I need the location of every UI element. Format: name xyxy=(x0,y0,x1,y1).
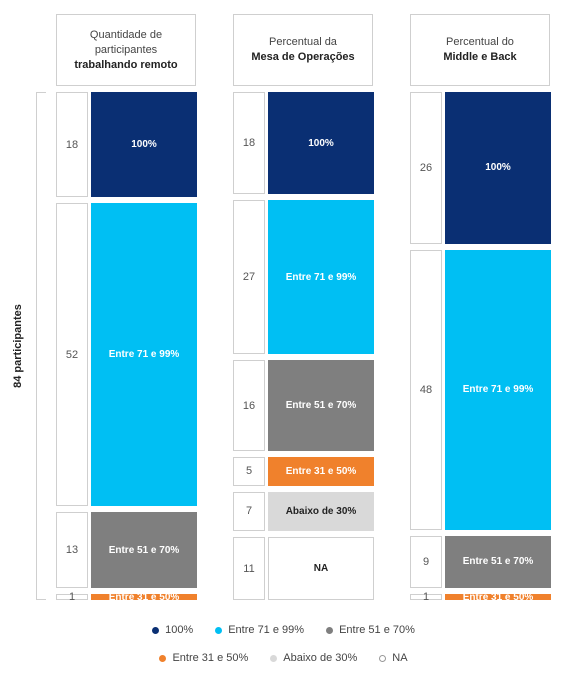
segment-label: Entre 31 e 50% xyxy=(285,465,357,477)
column-header-text: Quantidade de xyxy=(89,28,163,41)
legend-item: Entre 51 e 70% xyxy=(326,624,415,636)
bar-segment: 100% xyxy=(445,92,551,244)
count-label: 16 xyxy=(233,360,265,452)
bar-segment: NA xyxy=(268,537,374,600)
bar-segment: Entre 31 e 50% xyxy=(268,457,374,486)
segment-label: 100% xyxy=(131,139,157,150)
count-label: 7 xyxy=(233,491,265,532)
column-header-1: Quantidade de participantes trabalhando re… xyxy=(56,14,196,86)
segment-label: Abaixo de 30% xyxy=(285,505,357,517)
legend-label: Entre 51 e 70% xyxy=(339,624,415,636)
legend-item: NA xyxy=(379,652,408,664)
bar-segment: Entre 51 e 70% xyxy=(445,535,551,589)
bar-segment: Entre 31 e 50% xyxy=(91,591,197,603)
bar-segment: Entre 51 e 70% xyxy=(91,512,197,589)
column-header-bold: trabalhando remoto xyxy=(74,58,178,71)
bar-segment: 100% xyxy=(91,92,197,197)
count-label: 27 xyxy=(233,200,265,355)
segment-label: Entre 31 e 50% xyxy=(108,591,180,603)
count-label: 5 xyxy=(233,457,265,486)
column-header-text: participantes xyxy=(94,43,158,56)
segment-label: NA xyxy=(313,563,329,575)
bar-segment: Abaixo de 30% xyxy=(268,491,374,532)
count-label: 52 xyxy=(56,203,88,507)
total-participants-label: 84 participantes xyxy=(12,304,24,388)
column-header-2: Percentual da Mesa de Operações xyxy=(233,14,373,86)
legend-label: Entre 71 e 99% xyxy=(228,624,305,636)
bar-segment: Entre 51 e 70% xyxy=(268,360,374,452)
segment-label: Entre 71 e 99% xyxy=(285,271,357,283)
segment-label: Entre 71 e 99% xyxy=(108,349,180,361)
bar-segment: 100% xyxy=(268,92,374,195)
column-header-bold: Mesa de Operações xyxy=(251,51,355,63)
legend-item: Abaixo de 30% xyxy=(270,652,357,664)
legend-item: Entre 71 e 99% xyxy=(215,624,304,636)
segment-label: 100% xyxy=(308,137,334,149)
segment-label: 100% xyxy=(485,162,511,174)
segment-label: Entre 51 e 70% xyxy=(285,400,357,412)
count-label: 18 xyxy=(233,92,265,195)
legend-row-1: 100% Entre 71 e 99% Entre 51 e 70% xyxy=(0,624,567,636)
count-label: 9 xyxy=(410,535,442,589)
legend-dot-icon xyxy=(159,654,167,662)
column-header-bold: Middle e Back xyxy=(443,51,517,63)
legend-label: Entre 31 e 50% xyxy=(172,652,249,664)
legend-item: 100% xyxy=(152,624,193,636)
segment-label: Entre 51 e 70% xyxy=(108,544,180,556)
bar-segment: Entre 71 e 99% xyxy=(445,249,551,530)
bar-segment: Entre 71 e 99% xyxy=(91,203,197,507)
legend-dot-icon xyxy=(379,654,387,662)
legend-label: Abaixo de 30% xyxy=(283,652,358,664)
bar-segment: Entre 71 e 99% xyxy=(268,200,374,355)
segment-label: Entre 31 e 50% xyxy=(462,591,534,603)
legend-item: Entre 31 e 50% xyxy=(159,652,248,664)
participants-bracket: 84 participantes xyxy=(2,92,46,600)
legend-label: 100% xyxy=(165,624,194,636)
legend-label: NA xyxy=(392,652,408,664)
count-label: 13 xyxy=(56,512,88,589)
column-header-text: Percentual do xyxy=(446,36,514,48)
count-label: 11 xyxy=(233,537,265,600)
legend-row-2: Entre 31 e 50% Abaixo de 30% NA xyxy=(0,652,567,664)
bar-segment: Entre 31 e 50% xyxy=(445,591,551,603)
legend-dot-icon xyxy=(215,626,223,634)
legend-dot-icon xyxy=(270,654,278,662)
legend-dot-icon xyxy=(326,626,334,634)
segment-label: Entre 71 e 99% xyxy=(462,384,534,396)
count-label: 48 xyxy=(410,249,442,530)
segment-label: Entre 51 e 70% xyxy=(462,556,534,568)
column-header-text: Percentual da xyxy=(269,36,337,48)
column-header-3: Percentual do Middle e Back xyxy=(410,14,550,86)
count-label: 18 xyxy=(56,92,88,197)
count-label: 26 xyxy=(410,92,442,244)
count-label: 1 xyxy=(410,591,442,603)
legend-dot-icon xyxy=(152,626,160,634)
bracket-line xyxy=(36,92,46,600)
count-label: 1 xyxy=(56,591,88,603)
